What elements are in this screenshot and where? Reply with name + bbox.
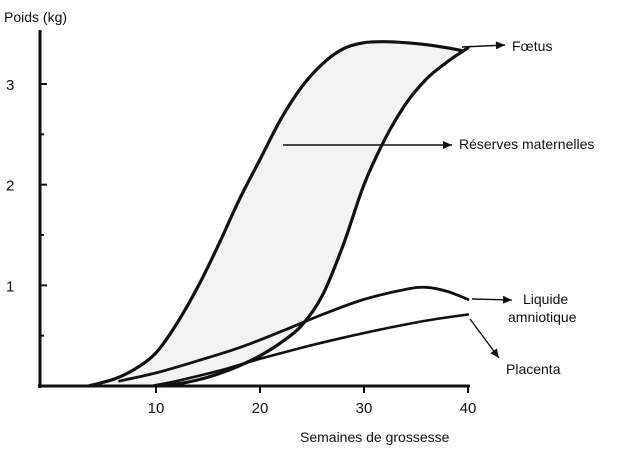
y-tick-label-1: 1 bbox=[6, 278, 14, 295]
series-liquide-amniotique bbox=[118, 285, 470, 383]
annotation-placenta: Placenta bbox=[506, 361, 561, 377]
x-tick-label-10: 10 bbox=[148, 400, 165, 417]
arrow-reserves-maternelles-head bbox=[443, 141, 452, 149]
y-tick-label-2: 2 bbox=[6, 178, 14, 195]
y-tick-label-3: 3 bbox=[6, 77, 14, 94]
plot-axes bbox=[38, 30, 470, 388]
series-foetus bbox=[154, 46, 470, 388]
x-tick-label-20: 20 bbox=[252, 400, 269, 417]
x-tick-label-40: 40 bbox=[460, 400, 477, 417]
y-axis-title: Poids (kg) bbox=[4, 9, 67, 25]
plot-annotations bbox=[283, 41, 513, 359]
region-fill bbox=[88, 41, 469, 386]
series-placenta bbox=[149, 313, 470, 388]
annotation-amniotique: amniotique bbox=[508, 309, 577, 325]
annotation-foetus: Fœtus bbox=[512, 38, 552, 54]
plot-ticks: 10 20 30 40 1 2 3 bbox=[6, 77, 476, 417]
plot-fill bbox=[88, 41, 469, 386]
plot-lines bbox=[86, 40, 470, 388]
x-tick-label-30: 30 bbox=[356, 400, 373, 417]
series-reserves-maternelles bbox=[86, 40, 465, 388]
arrow-placenta-head bbox=[490, 348, 499, 358]
arrow-liquide-amniotique-head bbox=[502, 295, 512, 304]
annotation-reserves-maternelles: Réserves maternelles bbox=[459, 136, 594, 152]
x-axis-title: Semaines de grossesse bbox=[300, 429, 450, 445]
annotation-liquide: Liquide bbox=[523, 291, 568, 307]
arrow-foetus-head bbox=[495, 41, 505, 50]
